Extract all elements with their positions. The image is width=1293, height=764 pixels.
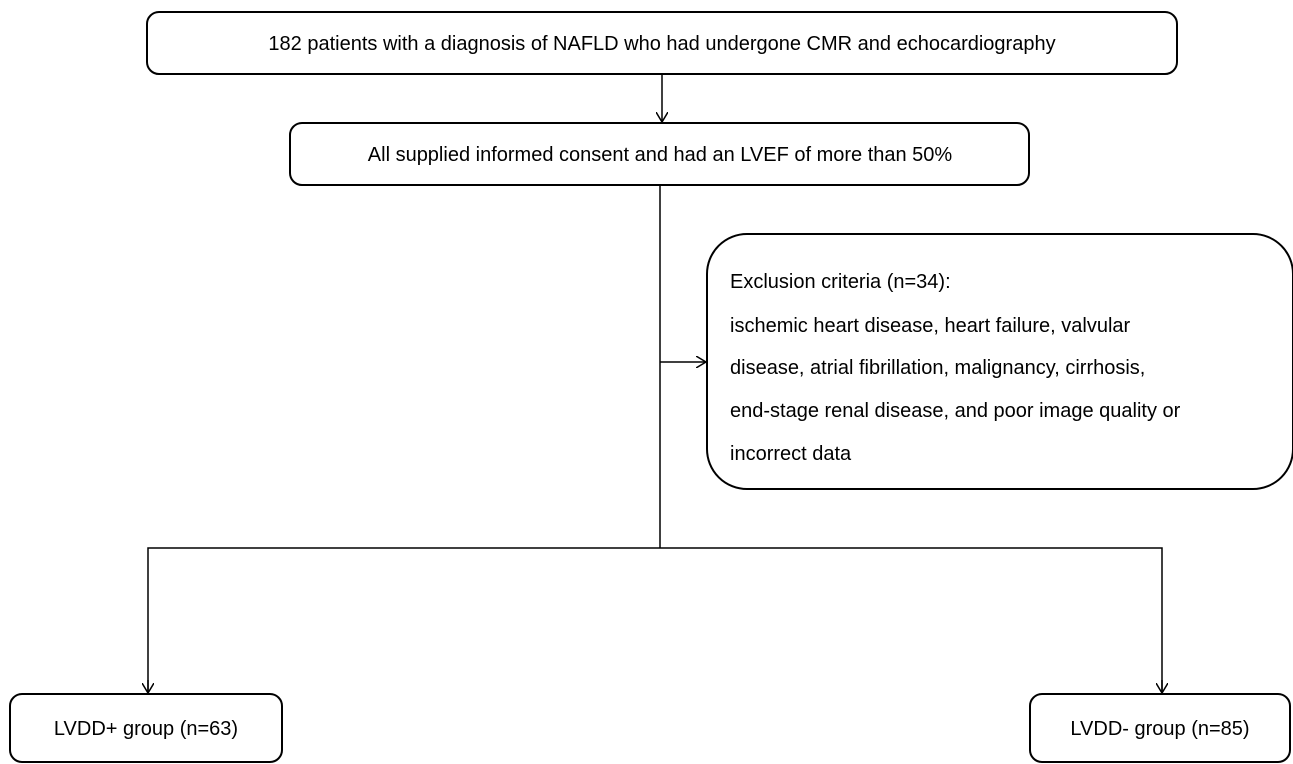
box <box>9 693 283 763</box>
box <box>706 233 1293 490</box>
box-line: end-stage renal disease, and poor image … <box>730 400 1181 422</box>
box-label: 182 patients with a diagnosis of NAFLD w… <box>268 33 1055 55</box>
box-title: Exclusion criteria (n=34): <box>730 271 951 293</box>
box-label: All supplied informed consent and had an… <box>368 144 953 166</box>
box-label: LVDD- group (n=85) <box>1070 718 1249 740</box>
box-line: incorrect data <box>730 443 852 465</box>
split-line <box>147 547 1163 692</box>
box <box>1029 693 1291 763</box>
box-line: disease, atrial fibrillation, malignancy… <box>730 357 1145 379</box>
box-label: LVDD+ group (n=63) <box>54 718 238 740</box>
box-line: ischemic heart disease, heart failure, v… <box>730 315 1131 337</box>
